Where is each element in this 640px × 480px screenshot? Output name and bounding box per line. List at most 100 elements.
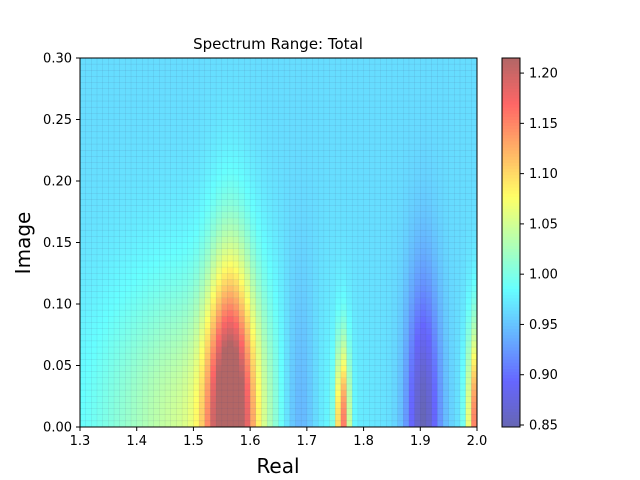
heatmap-cell [391,162,398,170]
heatmap-cell [261,353,268,360]
heatmap-cell [306,291,313,299]
heatmap-cell [102,390,109,397]
heatmap-cell [295,162,302,170]
heatmap-cell [357,365,364,373]
heatmap-cell [301,64,308,71]
heatmap-cell [255,353,262,360]
heatmap-cell [136,279,143,286]
heatmap-cell [459,304,467,311]
heatmap-cell [442,304,450,311]
heatmap-cell [335,174,342,182]
heatmap-cell [204,224,211,231]
heatmap-cell [148,297,155,305]
heatmap-cell [187,328,194,336]
heatmap-cell [85,64,92,71]
heatmap-cell [267,113,274,120]
heatmap-cell [454,242,461,250]
heatmap-cell [397,137,404,145]
heatmap-cell [244,316,251,323]
heatmap-cell [346,267,353,274]
heatmap-cell [278,162,285,170]
heatmap-cell [80,162,87,170]
heatmap-cell [182,297,189,305]
heatmap-cell [119,199,126,206]
heatmap-cell [312,390,319,397]
heatmap-cell [408,187,416,194]
heatmap-cell [102,193,109,200]
heatmap-cell [267,131,274,139]
heatmap-cell [414,236,421,243]
heatmap-cell [199,107,206,114]
heatmap-cell [136,254,143,262]
heatmap-cell [391,150,398,157]
heatmap-cell [454,334,461,342]
heatmap-cell [397,328,404,336]
heatmap-cell [306,119,313,127]
heatmap-cell [216,371,223,379]
heatmap-cell [131,181,138,188]
heatmap-cell [165,94,172,102]
heatmap-cell [238,316,245,323]
heatmap-cell [306,162,313,170]
heatmap-cell [170,390,177,397]
heatmap-cell [465,334,472,342]
heatmap-cell [340,371,347,379]
heatmap-cell [278,150,285,157]
heatmap-cell [131,211,138,219]
heatmap-cell [216,304,223,311]
heatmap-cell [357,101,364,108]
heatmap-cell [159,310,166,317]
heatmap-cell [357,144,364,151]
colorbar-segment [502,184,520,188]
heatmap-cell [346,248,353,256]
heatmap-cell [442,328,450,336]
heatmap-cell [136,396,143,403]
heatmap-cell [255,181,262,188]
heatmap-cell [459,377,467,385]
heatmap-cell [357,273,364,280]
heatmap-cell [442,365,450,373]
heatmap-cell [437,340,444,348]
heatmap-cell [363,359,370,366]
heatmap-cell [442,82,450,90]
heatmap-cell [414,316,421,323]
heatmap-cell [363,291,370,299]
heatmap-cell [159,113,166,120]
heatmap-cell [363,260,370,268]
heatmap-cell [170,273,177,280]
heatmap-cell [148,174,155,182]
heatmap-cell [301,254,308,262]
heatmap-cell [471,119,478,127]
colorbar-segment [502,70,520,74]
heatmap-cell [131,414,138,422]
colorbar-segment [502,343,520,348]
heatmap-cell [329,304,336,311]
heatmap-cell [255,168,262,176]
heatmap-cell [289,70,296,77]
heatmap-cell [397,242,404,250]
heatmap-cell [352,150,359,157]
heatmap-cell [346,310,353,317]
heatmap-cell [193,76,200,83]
heatmap-cell [91,285,98,293]
heatmap-cell [295,267,302,274]
colorbar-segment [502,393,520,397]
heatmap-cell [210,76,217,83]
heatmap-cell [199,414,206,422]
heatmap-cell [306,248,313,256]
heatmap-cell [272,144,279,151]
heatmap-cell [199,328,206,336]
heatmap-cell [102,187,109,194]
colorbar-segment [502,374,520,379]
heatmap-cell [403,353,410,360]
heatmap-cell [261,242,268,250]
heatmap-cell [391,236,398,243]
heatmap-cell [340,174,347,182]
heatmap-cell [369,260,376,268]
heatmap-cell [91,414,98,422]
heatmap-cell [182,144,189,151]
heatmap-cell [91,137,98,145]
heatmap-cell [414,131,421,139]
heatmap-cell [357,58,364,65]
heatmap-cell [425,359,433,366]
